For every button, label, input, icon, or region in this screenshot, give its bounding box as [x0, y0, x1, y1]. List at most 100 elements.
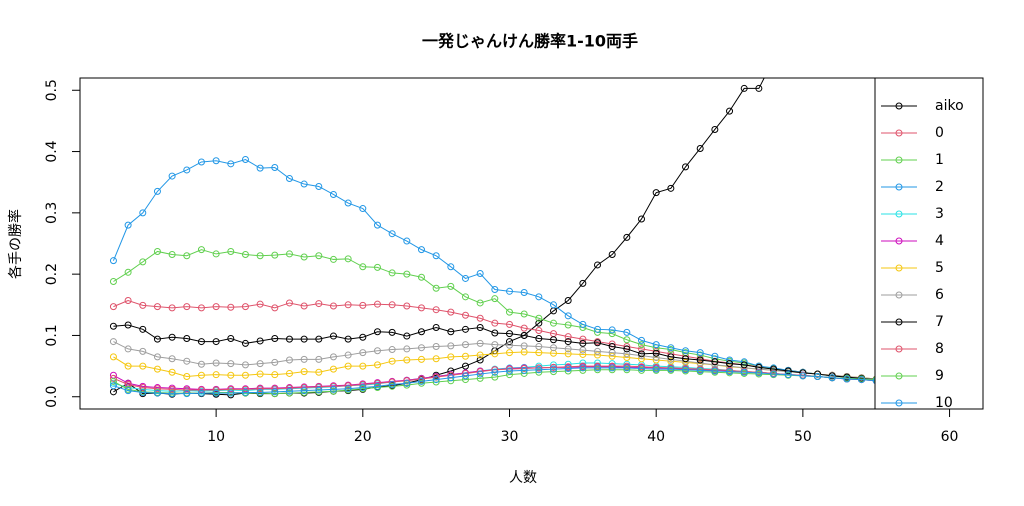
- data-point: [417, 328, 425, 336]
- data-point: [771, 57, 777, 63]
- data-point: [403, 345, 411, 353]
- data-point: [594, 366, 602, 374]
- data-point: [564, 365, 572, 373]
- legend-label: 10: [935, 395, 953, 411]
- data-point: [344, 335, 352, 343]
- data-point: [212, 250, 220, 258]
- data-point: [564, 350, 572, 358]
- data-point: [109, 353, 117, 361]
- data-point: [608, 366, 616, 374]
- data-point: [740, 368, 748, 376]
- data-point: [682, 347, 690, 355]
- data-point: [197, 304, 205, 312]
- data-point: [696, 351, 704, 359]
- data-point: [652, 356, 660, 364]
- data-point: [373, 221, 381, 229]
- data-point: [608, 362, 616, 370]
- data-point: [623, 328, 631, 336]
- data-point: [755, 84, 763, 92]
- x-tick-label: 60: [941, 429, 959, 445]
- data-point: [241, 303, 249, 311]
- data-point: [124, 387, 132, 395]
- data-point: [594, 364, 602, 372]
- data-point: [197, 360, 205, 368]
- data-point: [285, 369, 293, 377]
- data-point: [109, 303, 117, 311]
- data-point: [315, 300, 323, 308]
- data-point: [623, 362, 631, 370]
- data-point: [432, 373, 440, 381]
- data-point: [461, 341, 469, 349]
- data-point: [285, 387, 293, 395]
- data-point: [212, 371, 220, 379]
- data-point: [608, 342, 616, 350]
- data-point: [344, 351, 352, 359]
- data-point: [858, 376, 866, 384]
- data-point: [183, 252, 191, 260]
- data-point: [256, 337, 264, 345]
- data-point: [726, 107, 734, 115]
- data-point: [667, 184, 675, 192]
- data-point: [623, 342, 631, 350]
- data-point: [432, 323, 440, 331]
- data-point: [197, 389, 205, 397]
- data-point: [271, 390, 279, 398]
- data-point: [388, 301, 396, 309]
- data-point: [344, 301, 352, 309]
- data-point: [432, 252, 440, 260]
- data-point: [828, 374, 836, 382]
- legend-marker: [895, 129, 903, 137]
- data-point: [432, 306, 440, 314]
- data-point: [403, 237, 411, 245]
- data-point: [491, 368, 499, 376]
- data-point: [594, 351, 602, 359]
- data-point: [388, 269, 396, 277]
- legend-label: 3: [935, 206, 944, 222]
- data-point: [124, 268, 132, 276]
- data-point: [403, 302, 411, 310]
- data-point: [594, 339, 602, 347]
- data-point: [168, 333, 176, 341]
- data-point: [300, 302, 308, 310]
- data-point: [315, 355, 323, 363]
- legend-label: aiko: [935, 98, 964, 114]
- data-point: [124, 321, 132, 329]
- legend-marker: [895, 183, 903, 191]
- data-point: [535, 319, 543, 327]
- series-line: [112, 158, 950, 387]
- data-point: [315, 252, 323, 260]
- legend-marker: [895, 237, 903, 245]
- data-point: [403, 356, 411, 364]
- data-point: [535, 366, 543, 374]
- legend-marker: [895, 318, 903, 326]
- data-point: [594, 325, 602, 333]
- data-point: [652, 365, 660, 373]
- data-point: [241, 339, 249, 347]
- data-point: [183, 357, 191, 365]
- data-point: [359, 362, 367, 370]
- data-point: [271, 304, 279, 312]
- data-point: [652, 349, 660, 357]
- data-point: [550, 319, 558, 327]
- data-point: [579, 335, 587, 343]
- data-point: [447, 308, 455, 316]
- legend-label: 0: [935, 125, 944, 141]
- data-point: [300, 387, 308, 395]
- data-point: [373, 361, 381, 369]
- data-point: [329, 255, 337, 263]
- data-point: [271, 371, 279, 379]
- data-point: [388, 378, 396, 386]
- data-point: [476, 374, 484, 382]
- data-point: [828, 372, 836, 380]
- data-point: [168, 390, 176, 398]
- data-point: [447, 263, 455, 271]
- data-point: [256, 360, 264, 368]
- y-tick-label: 0.4: [44, 140, 60, 162]
- data-point: [505, 338, 513, 346]
- data-point: [550, 365, 558, 373]
- data-point: [711, 367, 719, 375]
- legend: aiko 0 1 2 3 4 5 6 7 8 9 10: [874, 78, 983, 411]
- data-point: [564, 312, 572, 320]
- data-point: [183, 390, 191, 398]
- data-point: [491, 373, 499, 381]
